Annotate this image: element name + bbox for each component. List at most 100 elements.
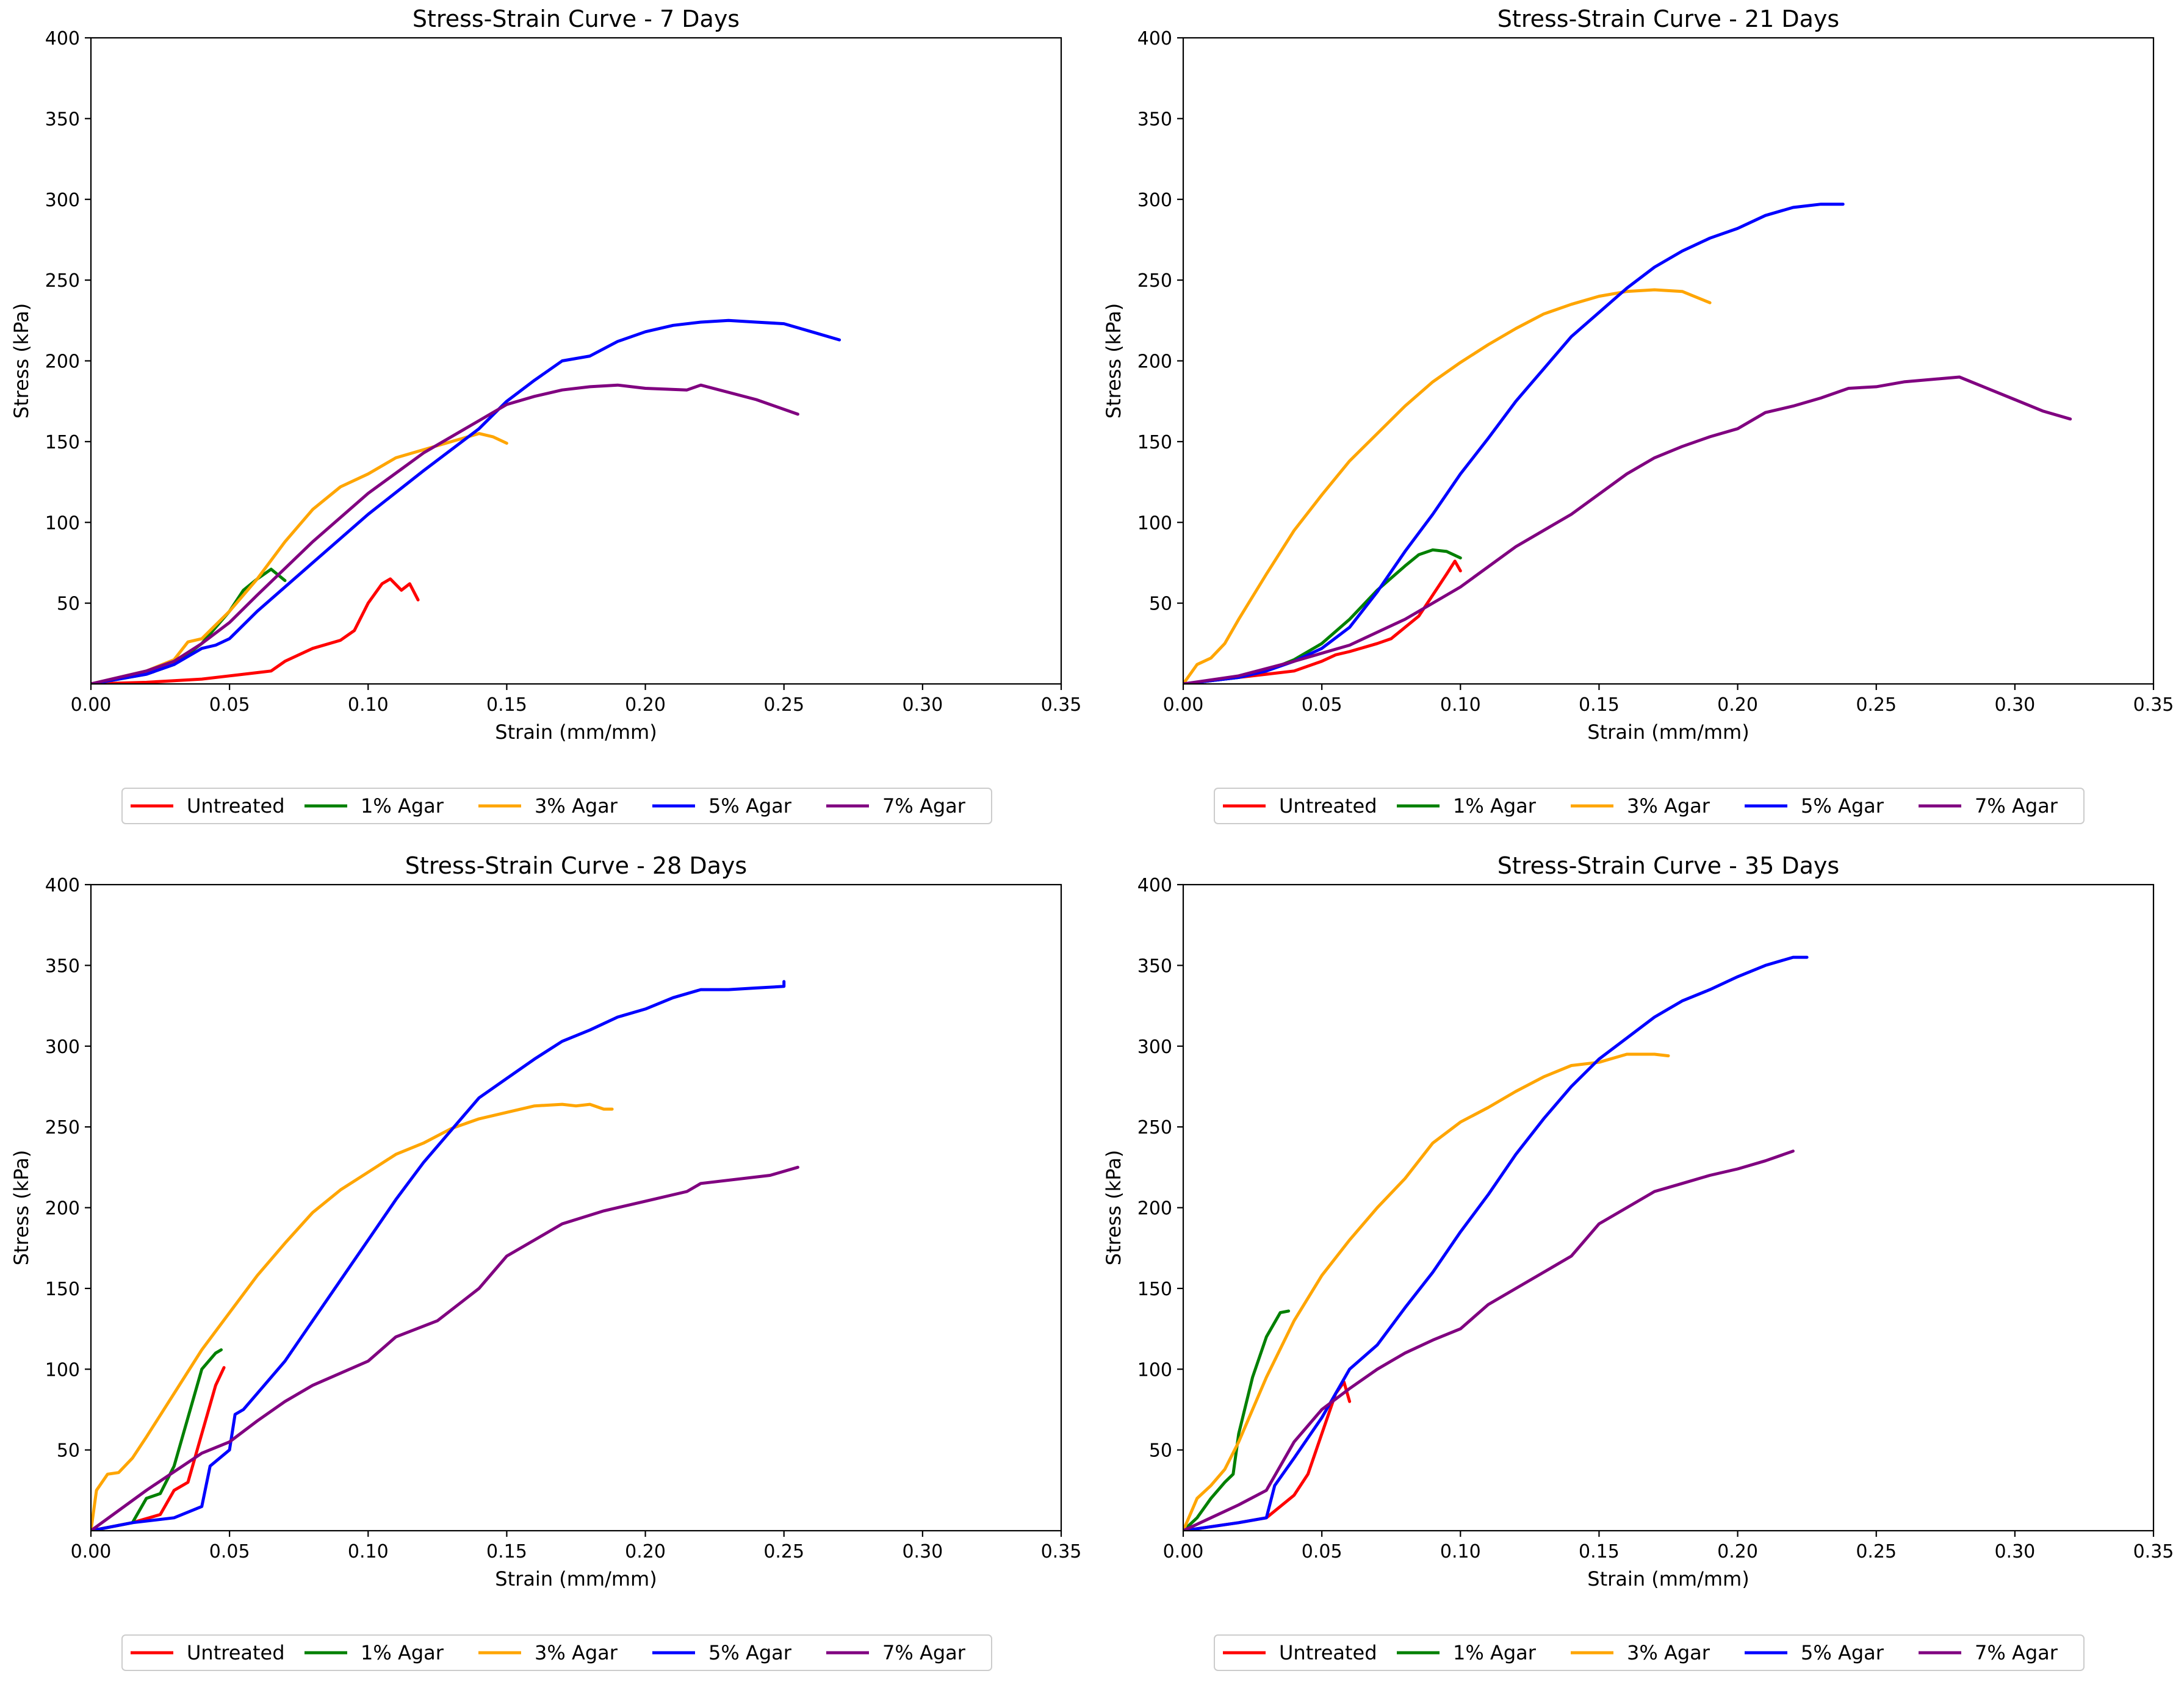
series-line-7pct-agar <box>91 1165 799 1531</box>
series-line-3pct-agar <box>91 1102 614 1531</box>
legend-label-untreated: Untreated <box>1279 1641 1377 1664</box>
legend-label-7pct-agar: 7% Agar <box>882 1641 966 1664</box>
x-tick-label: 0.25 <box>763 694 804 716</box>
y-tick-label: 300 <box>45 190 80 211</box>
y-tick-label: 350 <box>45 109 80 130</box>
y-tick-label: 400 <box>1137 875 1172 896</box>
y-tick-label: 50 <box>57 594 80 615</box>
x-tick-label: 0.05 <box>209 694 250 716</box>
y-tick-label: 400 <box>45 28 80 49</box>
legend-label-1pct-agar: 1% Agar <box>1453 1641 1537 1664</box>
legend-box <box>1214 1634 2085 1671</box>
series-line-untreated <box>1183 1380 1352 1531</box>
y-tick-label: 50 <box>1149 594 1172 615</box>
x-tick-label: 0.30 <box>1994 694 2035 716</box>
chart-panel-35-days: Stress-Strain Curve - 35 Days 0.00 0.05 0.1… <box>1092 847 2184 1693</box>
y-tick-label: 150 <box>1137 1279 1172 1300</box>
series-line-3pct-agar <box>1183 288 1712 684</box>
x-tick-label: 0.05 <box>1302 1541 1342 1562</box>
plot-frame <box>90 883 1062 1532</box>
y-tick-label: 250 <box>45 270 80 292</box>
series-line-5pct-agar <box>91 318 842 684</box>
plot-frame <box>1182 883 2155 1532</box>
y-axis-label: Stress (kPa) <box>10 1150 33 1265</box>
x-tick-label: 0.35 <box>2133 694 2174 716</box>
y-tick-label: 50 <box>1149 1440 1172 1462</box>
x-tick-label: 0.15 <box>1579 1541 1620 1562</box>
y-tick-label: 100 <box>45 1359 80 1381</box>
legend-label-3pct-agar: 3% Agar <box>1627 794 1710 818</box>
legend-label-3pct-agar: 3% Agar <box>535 1641 618 1664</box>
series-group <box>1183 203 2072 684</box>
legend-box <box>121 1634 992 1671</box>
x-tick-label: 0.35 <box>1041 694 1082 716</box>
x-tick-label: 0.25 <box>763 1541 804 1562</box>
y-tick-label: 200 <box>45 1198 80 1220</box>
stress-strain-chart: Stress-Strain Curve - 35 Days 0.00 0.05 0.1… <box>1102 852 2174 1671</box>
x-tick-label: 0.10 <box>348 1541 389 1562</box>
plot-frame <box>1182 37 2155 685</box>
x-tick-label: 0.20 <box>1717 1541 1758 1562</box>
legend-label-1pct-agar: 1% Agar <box>361 794 444 818</box>
legend-label-3pct-agar: 3% Agar <box>1627 1641 1710 1664</box>
y-tick-label: 400 <box>1137 28 1172 49</box>
series-line-5pct-agar <box>1183 955 1809 1531</box>
stress-strain-chart: Stress-Strain Curve - 21 Days 0.00 0.05 0.1… <box>1102 5 2174 824</box>
legend-label-untreated: Untreated <box>187 1641 285 1664</box>
chart-title: Stress-Strain Curve - 7 Days <box>413 5 740 32</box>
x-tick-label: 0.30 <box>902 1541 943 1562</box>
y-tick-label: 150 <box>45 432 80 453</box>
y-tick-label: 100 <box>45 512 80 534</box>
legend-label-untreated: Untreated <box>187 794 285 818</box>
legend-label-5pct-agar: 5% Agar <box>1801 1641 1884 1664</box>
x-tick-label: 0.20 <box>625 694 666 716</box>
chart-title: Stress-Strain Curve - 21 Days <box>1497 5 1839 32</box>
x-tick-label: 0.15 <box>486 694 527 716</box>
x-tick-label: 0.10 <box>348 694 389 716</box>
plot-frame <box>90 37 1062 685</box>
y-tick-label: 50 <box>57 1440 80 1462</box>
series-group <box>91 318 842 684</box>
series-line-3pct-agar <box>91 432 508 684</box>
x-tick-label: 0.00 <box>71 694 112 716</box>
y-tick-label: 250 <box>1137 270 1172 292</box>
legend-label-5pct-agar: 5% Agar <box>708 794 792 818</box>
y-tick-label: 350 <box>45 955 80 977</box>
legend: Untreated 1% Agar 3% Agar 5% Agar 7% Agar <box>1214 1634 2085 1671</box>
chart-title: Stress-Strain Curve - 35 Days <box>1497 852 1839 879</box>
chart-title: Stress-Strain Curve - 28 Days <box>405 852 747 879</box>
x-tick-label: 0.00 <box>1163 694 1204 716</box>
y-tick-label: 100 <box>1137 1359 1172 1381</box>
y-axis-label: Stress (kPa) <box>1102 1150 1125 1265</box>
x-tick-label: 0.20 <box>1717 694 1758 716</box>
x-tick-label: 0.35 <box>1041 1541 1082 1562</box>
series-line-3pct-agar <box>1183 1052 1670 1531</box>
y-tick-label: 200 <box>1137 351 1172 373</box>
series-line-1pct-agar <box>91 567 287 684</box>
chart-panel-28-days: Stress-Strain Curve - 28 Days 0.00 0.05 0.1… <box>0 847 1092 1693</box>
y-tick-label: 250 <box>1137 1117 1172 1138</box>
legend-label-5pct-agar: 5% Agar <box>1801 794 1884 818</box>
series-line-5pct-agar <box>91 980 786 1531</box>
x-tick-label: 0.10 <box>1440 694 1481 716</box>
y-tick-label: 350 <box>1137 955 1172 977</box>
series-line-5pct-agar <box>1183 203 1845 684</box>
y-tick-label: 300 <box>45 1037 80 1058</box>
y-tick-label: 250 <box>45 1117 80 1138</box>
y-tick-label: 200 <box>45 351 80 373</box>
series-line-untreated <box>91 577 420 684</box>
legend-label-1pct-agar: 1% Agar <box>361 1641 444 1664</box>
x-axis-label: Strain (mm/mm) <box>495 1567 657 1591</box>
chart-panel-21-days: Stress-Strain Curve - 21 Days 0.00 0.05 0.1… <box>1092 0 2184 846</box>
series-line-1pct-agar <box>1183 1309 1291 1531</box>
legend-label-5pct-agar: 5% Agar <box>708 1641 792 1664</box>
x-axis-label: Strain (mm/mm) <box>495 721 657 744</box>
y-tick-label: 400 <box>45 875 80 896</box>
y-tick-label: 100 <box>1137 512 1172 534</box>
series-line-7pct-agar <box>1183 375 2072 684</box>
x-tick-label: 0.15 <box>486 1541 527 1562</box>
x-tick-label: 0.20 <box>625 1541 666 1562</box>
series-line-7pct-agar <box>1183 1149 1795 1531</box>
series-group <box>91 980 799 1531</box>
x-tick-label: 0.30 <box>902 694 943 716</box>
